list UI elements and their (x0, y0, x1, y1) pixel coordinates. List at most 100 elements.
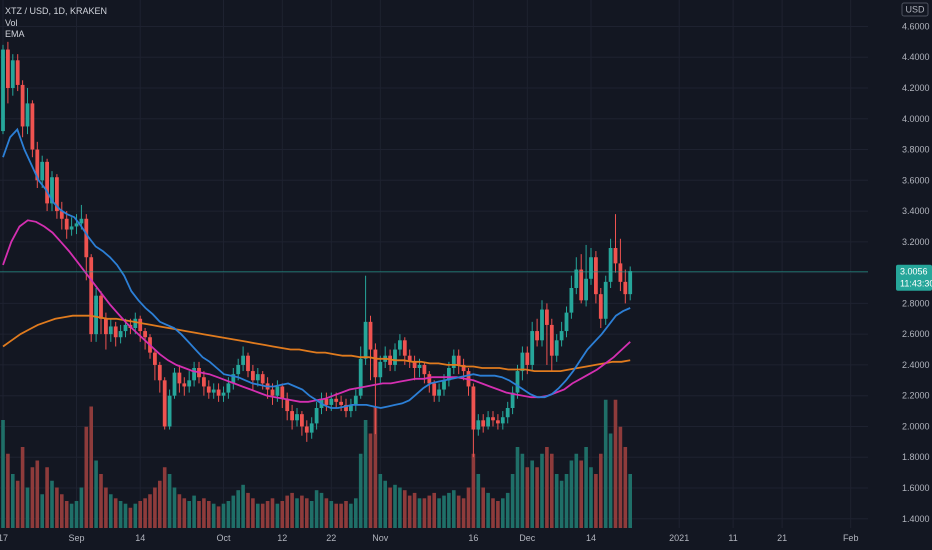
candle-body (99, 295, 103, 319)
candle-body (564, 312, 569, 332)
volume-bar (207, 501, 211, 528)
candle-body (535, 331, 539, 341)
countdown-label: 11:43:30 (900, 278, 932, 288)
legend-ema[interactable]: EMA (5, 29, 25, 39)
ema-slow-line (2, 314, 631, 373)
candle-body (324, 398, 329, 405)
y-axis[interactable]: 4.6000 4.4000 4.2000 4.0000 3.8000 3.6000 3.40… (868, 0, 932, 550)
y-tick-label: 4.0000 (902, 114, 930, 124)
x-axis[interactable]: 17 Sep 14 Oct 12 22 Nov 16 Dec 14 2021 11 21 Feb (0, 528, 932, 550)
volume-bar (589, 467, 593, 528)
candlestick-series (1, 41, 633, 458)
volume-bar (535, 467, 539, 528)
candle-body (304, 426, 309, 433)
candle-body (520, 352, 525, 372)
y-tick-label: 2.0000 (902, 421, 930, 431)
grid-lines (0, 0, 868, 528)
volume-bar (427, 495, 432, 528)
volume-bar (530, 460, 534, 528)
candle-body (363, 321, 368, 359)
volume-bar (491, 498, 495, 528)
volume-bar (290, 492, 294, 528)
volume-bar (422, 498, 427, 528)
volume-bar (417, 498, 422, 528)
candle-body (216, 389, 221, 396)
volume-bar (275, 503, 280, 528)
candle-body (35, 149, 40, 181)
volume-bar (45, 467, 49, 528)
x-axis-background (0, 528, 932, 550)
x-tick-label: Feb (843, 533, 859, 543)
legend-vol[interactable]: Vol (5, 17, 18, 28)
candle-body (579, 269, 584, 301)
current-price-label: 3.0056 (900, 266, 928, 276)
volume-bar (280, 501, 285, 528)
volume-bar (11, 474, 15, 528)
candle-body (177, 372, 182, 384)
candle-body (427, 374, 432, 384)
volume-bar (99, 474, 103, 528)
candle-body (491, 417, 495, 421)
candle-body (618, 263, 623, 282)
candle-body (378, 361, 383, 378)
candle-body (133, 318, 138, 328)
legend-symbol[interactable]: XTZ / USD, 1D, KRAKEN (5, 6, 108, 16)
candle-body (153, 352, 157, 365)
candle-body (373, 349, 378, 378)
candle-body (412, 361, 417, 368)
y-tick-label: 1.8000 (902, 452, 930, 462)
candle-body (402, 340, 407, 356)
candle-body (545, 309, 549, 325)
volume-bar (354, 498, 358, 528)
volume-bar (569, 460, 574, 528)
volume-bar (177, 494, 182, 528)
volume-bar (393, 484, 397, 528)
candle-body (500, 417, 505, 424)
candle-body (549, 324, 554, 356)
x-tick-label: Nov (372, 533, 389, 543)
volume-bar (432, 492, 436, 528)
candle-body (447, 368, 451, 381)
volume-bar (84, 426, 89, 528)
y-tick-label: 2.2000 (902, 391, 930, 401)
candle-body (79, 218, 84, 224)
candle-body (246, 355, 250, 372)
candle-body (515, 371, 520, 393)
volume-bar (407, 495, 412, 528)
volume-bar (167, 474, 172, 528)
y-tick-label: 1.6000 (902, 483, 930, 493)
currency-badge (901, 2, 929, 17)
volume-bar (30, 467, 35, 528)
candle-body (623, 281, 628, 295)
volume-bar (182, 498, 187, 528)
x-tick-label: 2021 (669, 533, 689, 543)
candle-body (505, 408, 510, 418)
volume-bar (613, 399, 618, 528)
candle-body (300, 414, 304, 427)
volume-bar (285, 495, 289, 528)
candle-body (167, 395, 172, 427)
candle-body (574, 269, 579, 288)
volume-bar (466, 487, 471, 528)
volume-bar (6, 453, 10, 528)
candle-body (407, 355, 412, 362)
volume-bar (515, 447, 520, 528)
candle-body (349, 404, 353, 412)
volume-bar (378, 474, 383, 528)
x-tick-label: 21 (777, 533, 787, 543)
candle-body (260, 374, 265, 384)
volume-bar (295, 498, 299, 528)
y-tick-label: 3.4000 (902, 206, 930, 216)
candle-body (25, 103, 30, 127)
candle-body (55, 177, 59, 212)
volume-bar (324, 498, 329, 528)
y-tick-label: 3.8000 (902, 145, 930, 155)
candle-body (393, 349, 397, 365)
candle-body (417, 364, 422, 368)
volume-bar (314, 490, 319, 528)
volume-bar (231, 495, 236, 528)
candle-body (10, 60, 15, 88)
volume-bar (40, 494, 44, 528)
candle-body (270, 389, 275, 396)
